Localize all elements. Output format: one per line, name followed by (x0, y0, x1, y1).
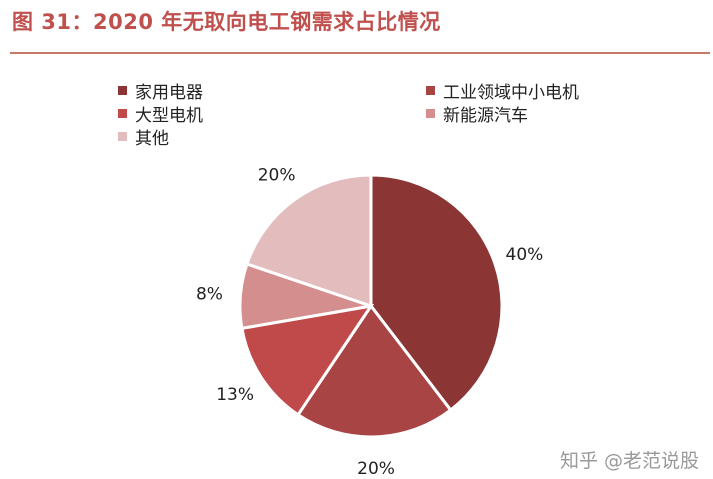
slice-value-label: 20% (357, 459, 395, 479)
watermark: 知乎 @老范说股 (560, 446, 699, 473)
slice-value-label: 8% (196, 284, 223, 304)
legend-item: 新能源汽车 (426, 101, 528, 126)
slice-value-label: 20% (258, 165, 296, 185)
slice-value-label: 40% (506, 245, 544, 265)
legend-label: 工业领域中小电机 (443, 83, 579, 103)
legend-item: 工业领域中小电机 (426, 78, 579, 103)
figure-title: 图 31：2020 年无取向电工钢需求占比情况 (12, 10, 441, 34)
legend-label: 其他 (135, 129, 169, 149)
legend-item: 大型电机 (118, 101, 203, 126)
watermark-text: 知乎 @老范说股 (559, 450, 699, 472)
legend-label: 新能源汽车 (443, 106, 528, 126)
legend-label: 大型电机 (135, 106, 203, 126)
pie-slice (245, 173, 373, 309)
legend-swatch (118, 132, 127, 141)
pie-slice (295, 303, 453, 439)
legend-swatch (118, 109, 127, 118)
title-divider (10, 52, 710, 54)
slice-value-label: 13% (216, 385, 254, 405)
legend-label: 家用电器 (135, 83, 203, 103)
legend-item: 其他 (118, 124, 169, 149)
pie-slice (240, 303, 375, 417)
legend-swatch (426, 109, 435, 118)
legend-item: 家用电器 (118, 78, 203, 103)
legend-swatch (118, 86, 127, 95)
chart-legend: 家用电器 工业领域中小电机 大型电机 新能源汽车 其他 (0, 0, 713, 160)
pie-slice (369, 173, 504, 413)
legend-swatch (426, 86, 435, 95)
